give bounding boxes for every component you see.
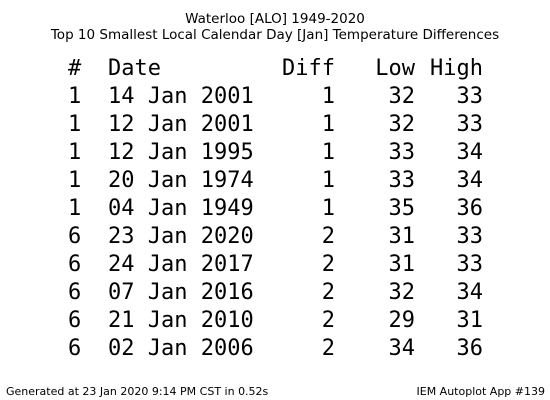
table-cell-date: 12 Jan 2001 — [108, 112, 254, 137]
table-cell-diff: 1 — [321, 168, 335, 193]
table-cell-low: 34 — [388, 336, 416, 361]
table-cell-low: 31 — [388, 224, 416, 249]
table-cell-date: 23 Jan 2020 — [108, 224, 254, 249]
column-header-date: Date — [108, 56, 161, 81]
table-cell-date: 02 Jan 2006 — [108, 336, 254, 361]
table-cell-rank: 1 — [68, 84, 82, 109]
table-cell-low: 33 — [388, 140, 416, 165]
table-cell-rank: 1 — [68, 196, 82, 221]
chart-subtitle: Top 10 Smallest Local Calendar Day [Jan]… — [50, 27, 500, 43]
table-cell-date: 07 Jan 2016 — [108, 280, 254, 305]
table-cell-diff: 2 — [321, 336, 335, 361]
table-cell-rank: 6 — [68, 252, 82, 277]
table-cell-high: 36 — [456, 196, 484, 221]
table-cell-rank: 6 — [68, 280, 82, 305]
table-cell-date: 04 Jan 1949 — [108, 196, 254, 221]
generated-timestamp: Generated at 23 Jan 2020 9:14 PM CST in … — [6, 385, 269, 398]
table-cell-high: 33 — [456, 252, 484, 277]
table-cell-diff: 1 — [321, 140, 335, 165]
app-label: IEM Autoplot App #139 — [416, 385, 546, 398]
table-cell-diff: 1 — [321, 196, 335, 221]
table-cell-high: 34 — [456, 140, 484, 165]
table-cell-date: 24 Jan 2017 — [108, 252, 254, 277]
table-cell-rank: 1 — [68, 140, 82, 165]
table-cell-rank: 1 — [68, 112, 82, 137]
table-cell-rank: 6 — [68, 336, 82, 361]
table-cell-diff: 2 — [321, 280, 335, 305]
table-cell-diff: 2 — [321, 224, 335, 249]
column-header-high: High — [430, 56, 483, 81]
chart-title: Waterloo [ALO] 1949-2020 — [185, 11, 365, 27]
table-cell-low: 32 — [388, 112, 416, 137]
table-cell-diff: 1 — [321, 112, 335, 137]
table-cell-low: 35 — [388, 196, 416, 221]
table-cell-low: 33 — [388, 168, 416, 193]
column-header-rank: # — [68, 56, 82, 81]
column-header-low: Low — [375, 56, 415, 81]
table-cell-high: 36 — [456, 336, 484, 361]
table-cell-high: 33 — [456, 224, 484, 249]
table-cell-high: 31 — [456, 308, 484, 333]
table-cell-rank: 1 — [68, 168, 82, 193]
table-cell-diff: 2 — [321, 308, 335, 333]
table-cell-low: 31 — [388, 252, 416, 277]
table-cell-diff: 2 — [321, 252, 335, 277]
table-cell-diff: 1 — [321, 84, 335, 109]
table-cell-high: 34 — [456, 280, 484, 305]
table-cell-date: 14 Jan 2001 — [108, 84, 254, 109]
table-cell-high: 33 — [456, 112, 484, 137]
column-header-diff: Diff — [282, 56, 335, 81]
table-cell-date: 21 Jan 2010 — [108, 308, 254, 333]
table-cell-rank: 6 — [68, 308, 82, 333]
table-cell-low: 32 — [388, 84, 416, 109]
table-cell-high: 33 — [456, 84, 484, 109]
table-cell-low: 32 — [388, 280, 416, 305]
table-cell-date: 12 Jan 1995 — [108, 140, 254, 165]
table-cell-high: 34 — [456, 168, 484, 193]
table-cell-rank: 6 — [68, 224, 82, 249]
table-cell-date: 20 Jan 1974 — [108, 168, 254, 193]
table-cell-low: 29 — [388, 308, 416, 333]
